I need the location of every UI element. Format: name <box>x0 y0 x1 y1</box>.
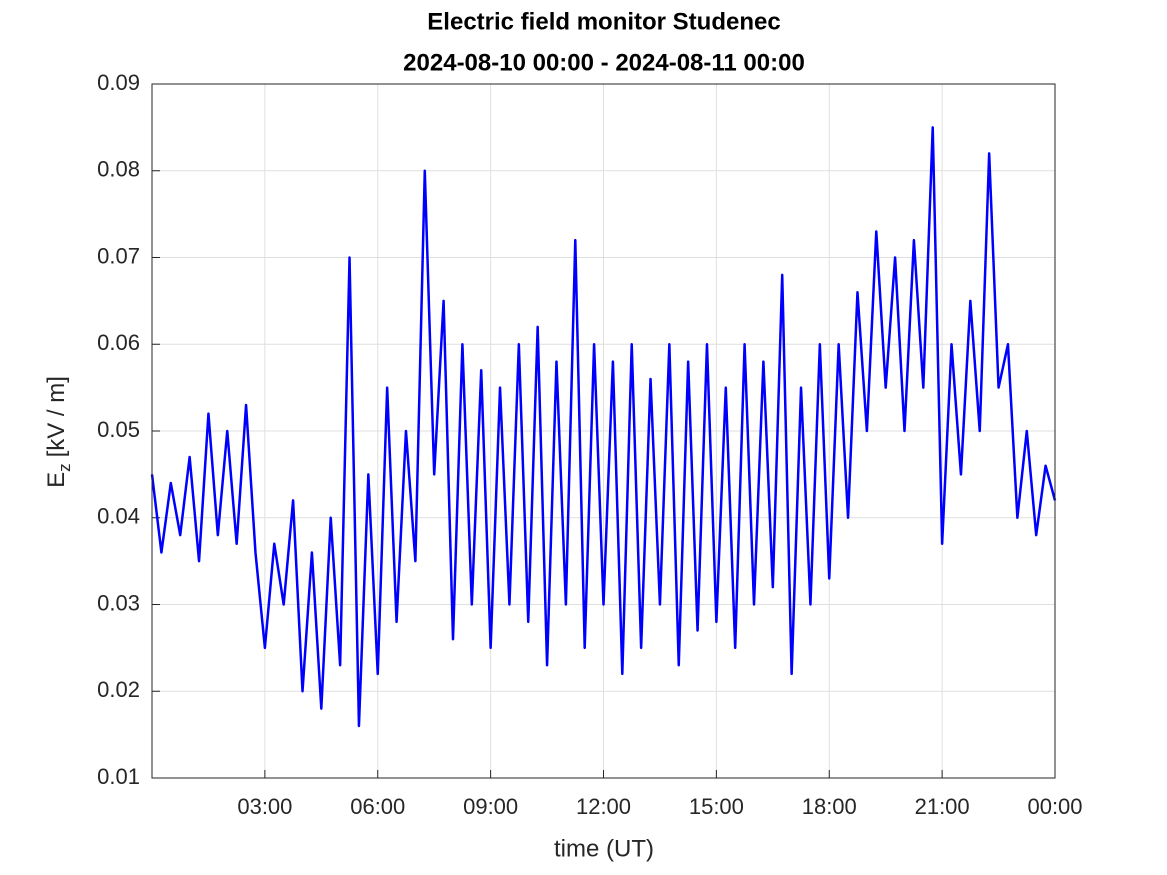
y-tick-label: 0.01 <box>97 764 140 789</box>
x-tick-label: 12:00 <box>576 794 631 819</box>
y-axis-label: Ez [kV / m] <box>43 376 74 488</box>
x-tick-label: 03:00 <box>237 794 292 819</box>
x-tick-label: 21:00 <box>915 794 970 819</box>
data-line <box>150 126 1057 728</box>
x-tick-label: 09:00 <box>463 794 518 819</box>
y-tick-label: 0.04 <box>97 504 140 529</box>
y-tick-label: 0.09 <box>97 70 140 95</box>
y-tick-label: 0.03 <box>97 590 140 615</box>
y-tick-label: 0.05 <box>97 417 140 442</box>
y-label-subscript: z <box>55 463 74 472</box>
y-tick-label: 0.07 <box>97 243 140 268</box>
chart-title: Electric field monitor Studenec <box>427 8 780 35</box>
x-tick-label: 00:00 <box>1027 794 1082 819</box>
x-tick-label: 06:00 <box>350 794 405 819</box>
y-tick-label: 0.08 <box>97 157 140 182</box>
y-label-unit: [kV / m] <box>43 376 70 457</box>
y-tick-label: 0.02 <box>97 677 140 702</box>
y-label-symbol: E <box>43 472 70 488</box>
x-axis-label: time (UT) <box>554 835 654 862</box>
plot-frame <box>151 83 1056 779</box>
x-tick-label: 18:00 <box>802 794 857 819</box>
y-tick-label: 0.06 <box>97 330 140 355</box>
x-tick-label: 15:00 <box>689 794 744 819</box>
chart-subtitle: 2024-08-10 00:00 - 2024-08-11 00:00 <box>403 49 805 76</box>
